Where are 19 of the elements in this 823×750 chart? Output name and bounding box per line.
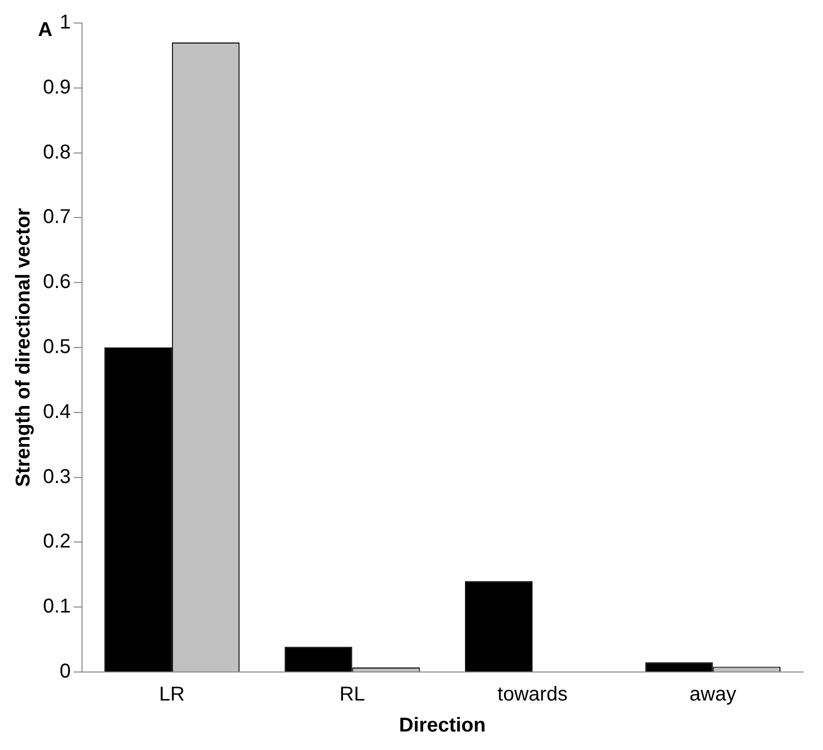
y-tick-label: 0.5 <box>42 336 71 358</box>
x-tick-label: RL <box>339 684 366 706</box>
text: A <box>38 19 52 41</box>
y-tick-label: 1 <box>60 12 71 34</box>
y-tick-label: 0.8 <box>42 141 71 164</box>
y-tick-label: 0.7 <box>42 206 71 228</box>
y-tick-label: 0.6 <box>42 271 71 294</box>
bar <box>464 581 533 672</box>
x-tick-label: LR <box>159 684 185 706</box>
y-tick-label: 0.9 <box>42 76 71 98</box>
x-tick-label: away <box>690 684 736 706</box>
y-tick-label: 0.1 <box>42 596 71 618</box>
y-tick-label: 0.3 <box>42 466 71 488</box>
y-tick-label: 0.4 <box>42 400 71 423</box>
y-tick-label: 0.2 <box>42 530 71 553</box>
y-tick-label: 0 <box>60 660 71 683</box>
x-axis-title: Direction <box>399 714 486 737</box>
y-axis-title: Strength of directional vector <box>12 208 35 487</box>
x-tick-label: towards <box>498 684 568 706</box>
